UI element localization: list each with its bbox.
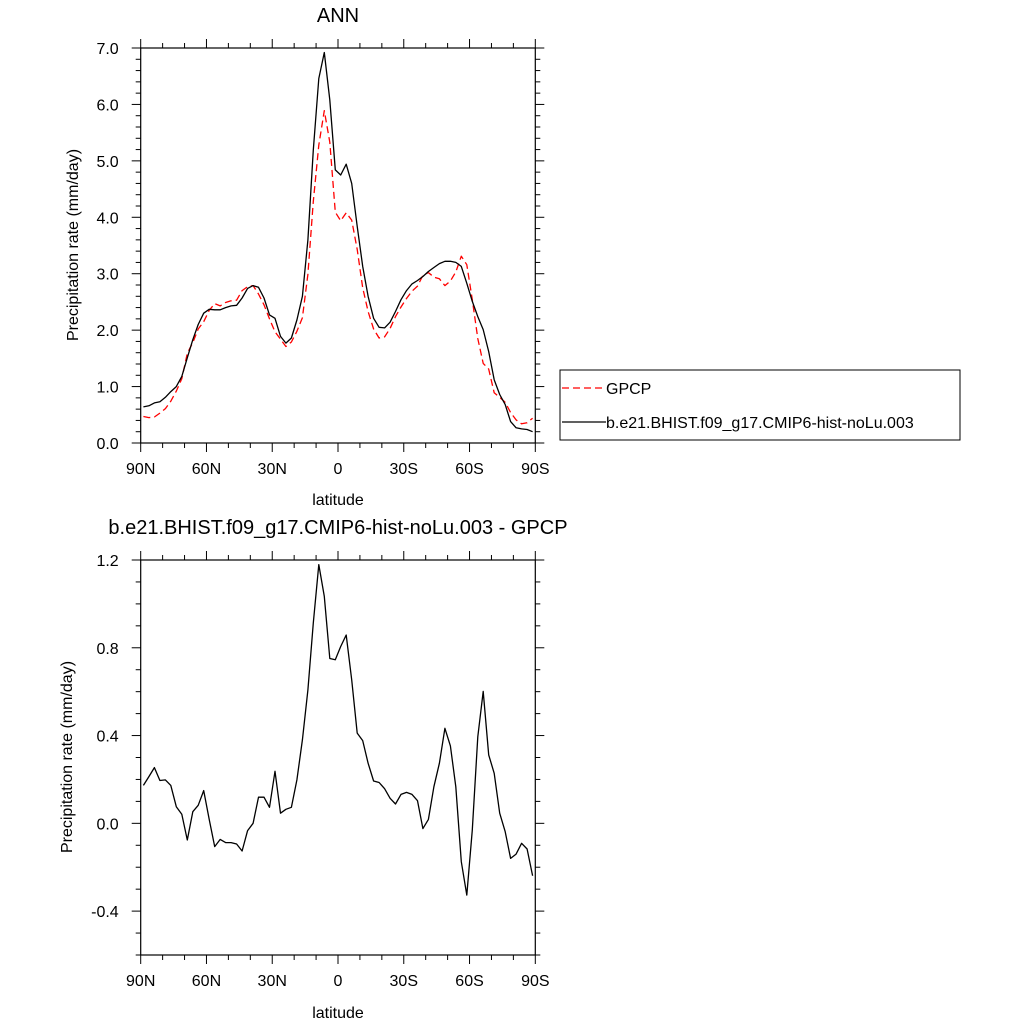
legend: GPCP b.e21.BHIST.f09_g17.CMIP6-hist-noLu… (559, 369, 961, 441)
top-y-tick-label: 3.0 (96, 267, 118, 284)
legend-label-model: b.e21.BHIST.f09_g17.CMIP6-hist-noLu.003 (606, 415, 914, 432)
top-series-line-b-e21-bhist-f09-g17-cmip6-hist-nolu-003 (143, 51, 533, 433)
top-y-tick-label: 5.0 (96, 154, 118, 171)
bottom-y-tick-label: 0.4 (96, 729, 118, 746)
bottom-x-tick-label: 30N (258, 973, 287, 990)
bottom-chart-title: b.e21.BHIST.f09_g17.CMIP6-hist-noLu.003 … (108, 517, 567, 539)
bottom-x-tick-label: 60S (455, 973, 483, 990)
bottom-y-tick-label: -0.4 (91, 904, 119, 921)
top-y-tick-label: 6.0 (96, 97, 118, 114)
top-y-tick-label: 1.0 (96, 380, 118, 397)
bottom-y-tick-label: 0.0 (96, 816, 118, 833)
top-y-tick-label: 0.0 (96, 436, 118, 453)
top-x-tick-label: 0 (334, 461, 343, 478)
bottom-x-tick-label: 90S (521, 973, 549, 990)
bottom-y-tick-label: 0.8 (96, 641, 118, 658)
bottom-x-axis-label: latitude (312, 1005, 364, 1022)
bottom-series-line-difference (142, 563, 534, 896)
top-y-tick-label: 4.0 (96, 210, 118, 227)
bottom-x-tick-label: 0 (334, 973, 343, 990)
top-x-tick-label: 90S (521, 461, 549, 478)
bottom-x-tick-label: 60N (192, 973, 221, 990)
top-x-tick-label: 60N (192, 461, 221, 478)
bottom-x-tick-label: 90N (126, 973, 155, 990)
top-y-tick-label: 7.0 (96, 41, 118, 58)
legend-label-gpcp: GPCP (606, 381, 651, 398)
top-series-line-gpcp (143, 109, 534, 425)
top-y-tick-label: 2.0 (96, 323, 118, 340)
legend-box (559, 369, 961, 441)
top-x-tick-label: 90N (126, 461, 155, 478)
top-x-tick-label: 30S (390, 461, 418, 478)
top-x-tick-label: 60S (455, 461, 483, 478)
top-plot-frame (140, 47, 536, 444)
top-x-axis-label: latitude (312, 492, 364, 509)
bottom-y-axis-label: Precipitation rate (mm/day) (59, 661, 76, 853)
top-y-axis-label: Precipitation rate (mm/day) (65, 149, 82, 341)
bottom-plot-frame (140, 559, 536, 956)
top-x-tick-label: 30N (258, 461, 287, 478)
top-chart-title: ANN (317, 5, 359, 27)
bottom-y-tick-label: 1.2 (96, 553, 118, 570)
bottom-x-tick-label: 30S (390, 973, 418, 990)
